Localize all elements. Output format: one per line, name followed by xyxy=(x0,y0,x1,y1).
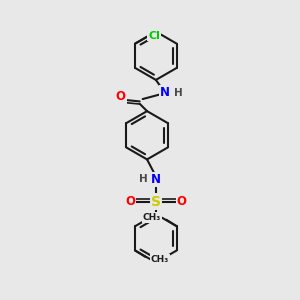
Text: H: H xyxy=(139,174,148,184)
Text: O: O xyxy=(116,91,126,103)
Text: N: N xyxy=(160,86,170,99)
Text: H: H xyxy=(174,88,183,98)
Text: S: S xyxy=(151,194,161,208)
Text: CH₃: CH₃ xyxy=(151,255,169,264)
Text: CH₃: CH₃ xyxy=(143,213,161,222)
Text: Cl: Cl xyxy=(148,31,160,40)
Text: O: O xyxy=(125,195,135,208)
Text: N: N xyxy=(151,173,161,186)
Text: O: O xyxy=(177,195,187,208)
